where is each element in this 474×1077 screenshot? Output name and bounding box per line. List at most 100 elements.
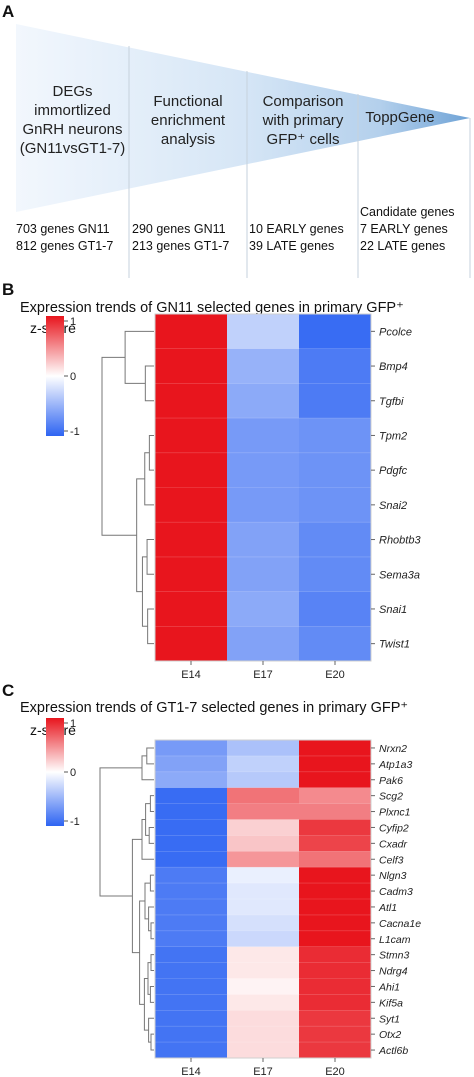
legend-colorbar bbox=[46, 718, 64, 826]
heatmap-cell bbox=[155, 851, 228, 868]
heatmap-cell bbox=[299, 418, 372, 454]
heatmap-cell bbox=[299, 314, 372, 350]
heatmap-cell bbox=[227, 899, 300, 916]
heatmap-cell bbox=[299, 867, 372, 884]
heatmap-cell bbox=[155, 899, 228, 916]
heatmap-cell bbox=[227, 626, 300, 662]
stage-2-line: enrichment bbox=[150, 112, 226, 129]
row-label: Twist1 bbox=[379, 639, 410, 651]
column-label: E17 bbox=[253, 669, 273, 681]
row-label: Stmn3 bbox=[379, 950, 410, 962]
stage-3-line: GFP⁺ cells bbox=[266, 131, 340, 148]
heatmap-cell bbox=[155, 383, 228, 419]
dendrogram-branch bbox=[149, 874, 154, 892]
heatmap-cell bbox=[155, 930, 228, 948]
heatmap-cell bbox=[155, 883, 228, 900]
heatmap-cell bbox=[299, 930, 372, 948]
heatmap-b-title: Expression trends of GN11 selected genes… bbox=[20, 300, 404, 316]
row-label: Scg2 bbox=[379, 791, 403, 803]
dendrogram-branch bbox=[124, 330, 154, 384]
stat-line: 39 LATE genes bbox=[249, 239, 335, 253]
heatmap-cell bbox=[299, 978, 372, 995]
stage-4-line: ToppGene bbox=[365, 109, 435, 126]
heatmap-cell bbox=[227, 835, 300, 852]
stage-1-stats: 703 genes GN11 812 genes GT1-7 bbox=[16, 221, 113, 255]
heatmap-cell bbox=[155, 487, 228, 523]
heatmap-cell bbox=[155, 994, 228, 1011]
stage-1-line: DEGs bbox=[52, 83, 93, 100]
stat-line: 7 EARLY genes bbox=[360, 222, 448, 236]
panel-c-letter: C bbox=[2, 681, 15, 700]
heatmap-cell bbox=[227, 946, 300, 964]
heatmap-cell bbox=[155, 1026, 228, 1043]
stage-1-line: immortlized bbox=[34, 102, 111, 119]
stage-1-label: DEGs immortlized GnRH neurons (GN11vsGT1… bbox=[16, 82, 129, 158]
heatmap-cell bbox=[299, 914, 372, 932]
heatmap-cell bbox=[155, 962, 228, 979]
heatmap-cell bbox=[227, 914, 300, 932]
heatmap-cell bbox=[155, 787, 228, 805]
heatmap-cell bbox=[227, 556, 300, 593]
row-label: Bmp4 bbox=[379, 361, 408, 373]
heatmap-cell bbox=[155, 522, 228, 558]
row-label: Tgfbi bbox=[379, 396, 404, 408]
stage-3-label: Comparison with primary GFP⁺ cells bbox=[249, 92, 357, 149]
row-label: Rhobtb3 bbox=[379, 535, 421, 547]
column-label: E14 bbox=[181, 1066, 201, 1077]
heatmap-cell bbox=[227, 740, 300, 757]
stage-2-stats: 290 genes GN11 213 genes GT1-7 bbox=[132, 221, 229, 255]
heatmap-c: 1 0 -1 Nrxn2 Atp1a3 Pak6 Scg2 Plxnc1 Cyfip2 Cxadr… bbox=[46, 718, 421, 1077]
legend-colorbar bbox=[46, 316, 64, 436]
heatmap-cell bbox=[155, 418, 228, 454]
heatmap-cell bbox=[299, 591, 372, 627]
stat-line: 10 EARLY genes bbox=[249, 222, 344, 236]
row-label: Pdgfc bbox=[379, 465, 408, 477]
heatmap-cell bbox=[155, 314, 228, 350]
stage-dividers bbox=[128, 46, 471, 278]
stage-1-line: (GN11vsGT1-7) bbox=[19, 140, 126, 157]
legend-tick-label: 1 bbox=[70, 316, 76, 328]
heatmap-cell bbox=[299, 994, 372, 1011]
heatmap-cell bbox=[299, 946, 372, 964]
dendrogram-branch bbox=[150, 1033, 154, 1051]
heatmap-cell bbox=[227, 1042, 300, 1059]
row-label: Cxadr bbox=[379, 838, 408, 850]
heatmap-cell bbox=[227, 522, 300, 558]
row-label: Cacna1e bbox=[379, 918, 421, 930]
row-label: Celf3 bbox=[379, 854, 404, 866]
column-label: E17 bbox=[253, 1066, 273, 1077]
row-label: Cadm3 bbox=[379, 886, 413, 898]
heatmap-cell bbox=[227, 787, 300, 805]
heatmap-cell bbox=[227, 819, 300, 836]
heatmap-cell bbox=[227, 418, 300, 454]
heatmap-cell bbox=[299, 1026, 372, 1043]
row-label: L1cam bbox=[379, 934, 411, 946]
dendrogram-branch bbox=[147, 608, 154, 645]
row-label: Nrxn2 bbox=[379, 743, 407, 755]
stat-line: 22 LATE genes bbox=[360, 239, 446, 253]
dendrogram-branch bbox=[150, 922, 154, 940]
heatmap-cell bbox=[155, 1042, 228, 1059]
stat-line: 812 genes GT1-7 bbox=[16, 239, 114, 253]
heatmap-cell bbox=[227, 348, 300, 384]
legend-tick-label: 0 bbox=[70, 767, 76, 779]
heatmap-cell bbox=[227, 803, 300, 820]
heatmap-cell bbox=[155, 556, 228, 593]
heatmap-cell bbox=[155, 771, 228, 789]
legend-tick-label: -1 bbox=[70, 426, 80, 438]
heatmap-cell bbox=[299, 452, 372, 488]
row-label: Plxnc1 bbox=[379, 807, 411, 819]
heatmap-cell bbox=[155, 803, 228, 820]
heatmap-cell bbox=[299, 487, 372, 523]
column-label: E20 bbox=[325, 669, 345, 681]
heatmap-cell bbox=[227, 487, 300, 523]
heatmap-c-title: Expression trends of GT1-7 selected gene… bbox=[20, 700, 409, 716]
row-label: Snai1 bbox=[379, 604, 407, 616]
heatmap-cell bbox=[227, 867, 300, 884]
heatmap-cell bbox=[155, 946, 228, 964]
dendrogram-branch bbox=[141, 755, 154, 781]
stage-4-label: ToppGene bbox=[360, 108, 440, 127]
heatmap-cell bbox=[299, 522, 372, 558]
heatmap-cell bbox=[299, 899, 372, 916]
row-label: Pcolce bbox=[379, 326, 412, 338]
